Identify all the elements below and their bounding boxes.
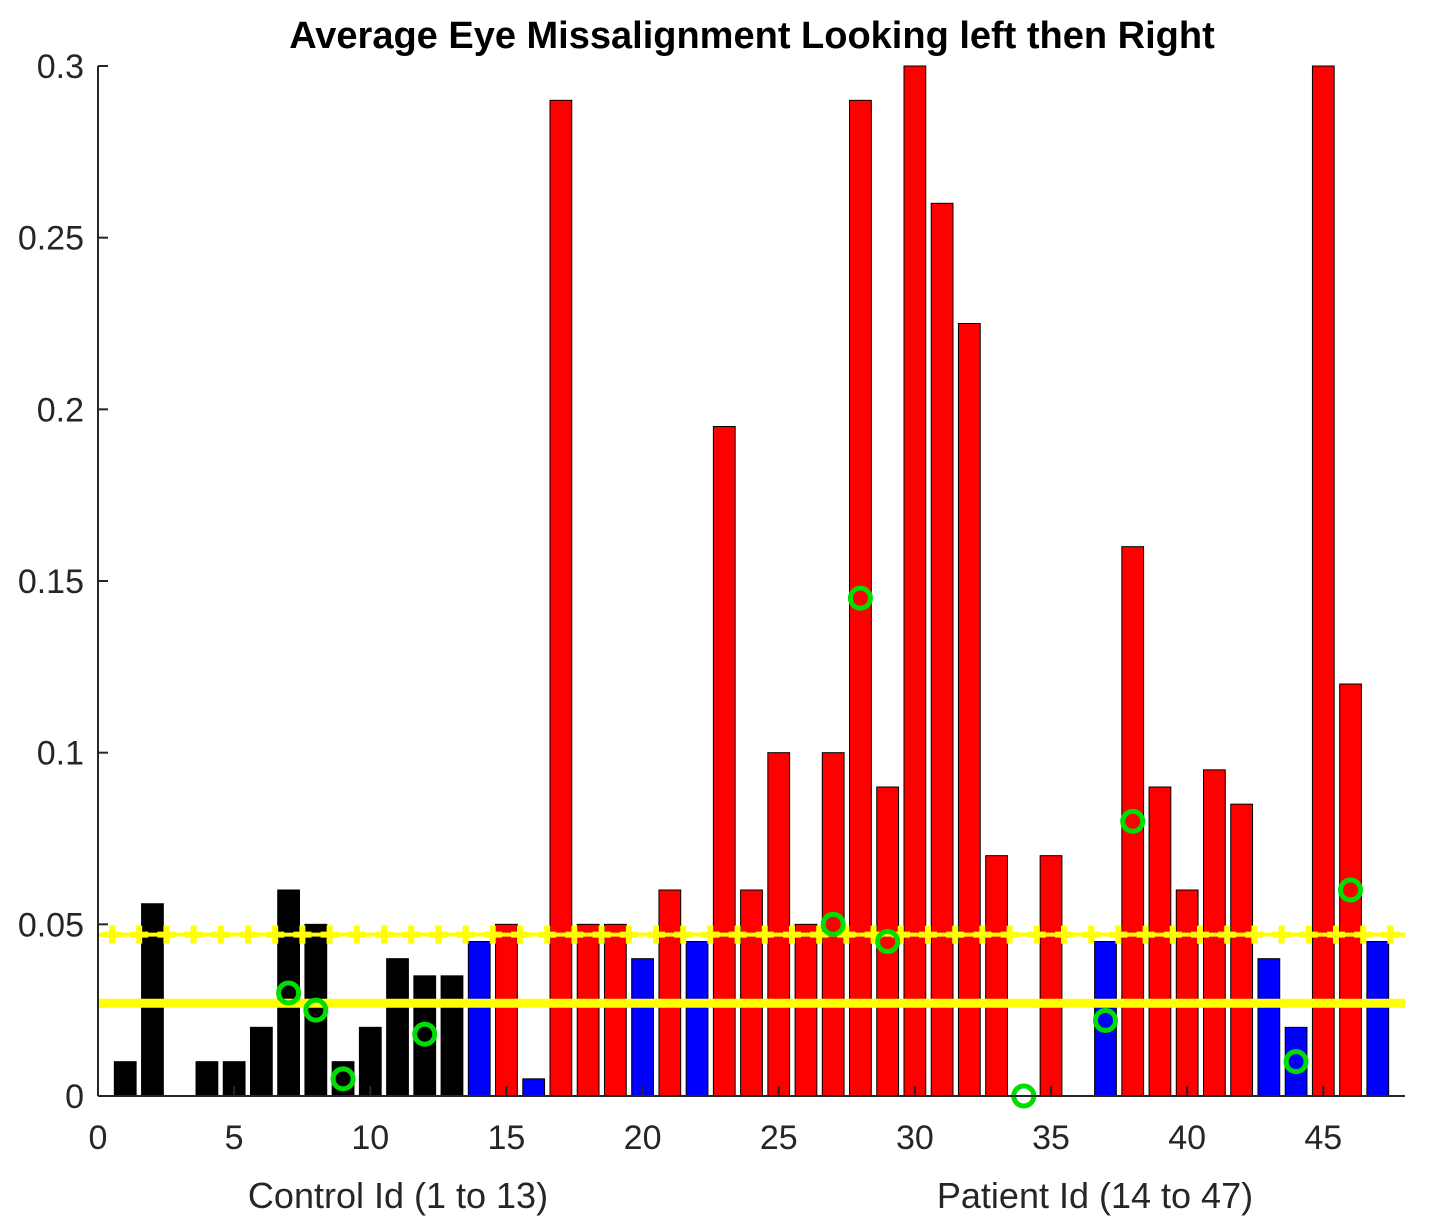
y-tick-label-3: 0.15	[18, 563, 84, 601]
bar-17	[549, 99, 573, 1097]
bar-43	[1257, 958, 1281, 1097]
marker-28	[847, 585, 873, 611]
x-axis-label-control: Control Id (1 to 13)	[248, 1175, 548, 1216]
bars-layer	[113, 65, 1390, 1097]
bar-14	[467, 941, 491, 1097]
marker-29	[875, 929, 901, 954]
marker-37	[1092, 1007, 1118, 1033]
plot-area: 0 5 10 15 20 25 30 35 40 45 0 0.05 0.1 0.15 0.2 0.25 0.3	[18, 48, 1405, 1157]
bar-26	[794, 923, 818, 1097]
bar-13	[440, 975, 464, 1097]
y-tick-label-6: 0.3	[37, 48, 84, 86]
bar-25	[767, 752, 791, 1097]
bar-11	[386, 958, 409, 1097]
marker-44	[1283, 1049, 1309, 1075]
marker-38	[1120, 808, 1146, 834]
reference-lines-layer	[98, 925, 1405, 1008]
bar-10	[358, 1026, 382, 1097]
marker-9	[330, 1066, 356, 1092]
x-tick-label-15: 15	[488, 1119, 526, 1157]
bar-24	[740, 889, 763, 1097]
bar-45	[1311, 65, 1335, 1097]
y-tick-label-5: 0.25	[18, 220, 84, 258]
chart-title: Average Eye Missalignment Looking left t…	[289, 15, 1215, 57]
bar-18	[576, 923, 600, 1097]
markers-layer	[276, 585, 1364, 1109]
x-tick-label-40: 40	[1168, 1119, 1206, 1157]
bar-1	[113, 1061, 137, 1097]
marker-12	[412, 1021, 438, 1047]
x-tick-label-20: 20	[624, 1119, 662, 1157]
bar-20	[631, 958, 654, 1097]
bar-4	[195, 1061, 219, 1097]
bar-31	[930, 202, 954, 1097]
x-tick-label-30: 30	[896, 1119, 934, 1157]
x-axis-label-patient: Patient Id (14 to 47)	[937, 1175, 1253, 1216]
x-tick-label-10: 10	[351, 1119, 389, 1157]
y-tick-label-4: 0.2	[37, 391, 84, 429]
y-tick-label-0: 0	[65, 1078, 84, 1116]
x-tick-label-5: 5	[225, 1119, 244, 1157]
x-tick-label-35: 35	[1032, 1119, 1070, 1157]
x-tick-label-45: 45	[1304, 1119, 1342, 1157]
y-tick-label-1: 0.05	[18, 906, 84, 944]
bar-19	[603, 923, 627, 1097]
bar-21	[658, 889, 682, 1097]
marker-27	[820, 911, 846, 937]
x-tick-label-0: 0	[89, 1119, 108, 1157]
bar-30	[903, 65, 927, 1097]
bar-39	[1148, 786, 1172, 1097]
bar-42	[1230, 803, 1254, 1097]
marker-8	[303, 997, 329, 1023]
bar-6	[249, 1026, 273, 1097]
bar-35	[1039, 855, 1063, 1097]
ticks-layer: 0 5 10 15 20 25 30 35 40 45 0 0.05 0.1 0.15 0.2 0.25 0.3	[18, 48, 1342, 1157]
marker-46	[1338, 877, 1364, 903]
reference-line-dotted	[98, 925, 1405, 944]
bar-33	[985, 855, 1008, 1097]
bar-32	[957, 323, 981, 1097]
x-tick-label-25: 25	[760, 1119, 798, 1157]
bar-23	[712, 426, 736, 1097]
bar-40	[1175, 889, 1199, 1097]
bar-47	[1366, 941, 1390, 1097]
marker-7	[276, 980, 302, 1006]
y-tick-label-2: 0.1	[37, 735, 84, 773]
bar-15	[495, 923, 518, 1097]
bar-22	[685, 941, 709, 1097]
bar-16	[522, 1078, 546, 1097]
